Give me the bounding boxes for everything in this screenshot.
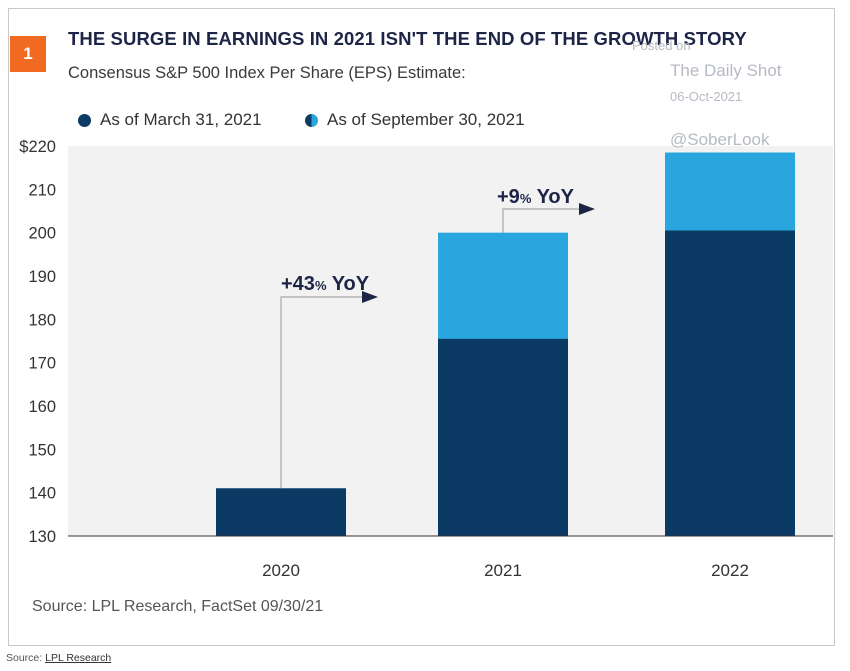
growth-connector-line (280, 296, 366, 489)
y-tick-label: 170 (28, 355, 56, 373)
footnote: Source: LPL Research (6, 652, 111, 664)
x-tick-label: 2022 (711, 561, 749, 580)
y-tick-label: 180 (28, 311, 56, 329)
bar-march-2020 (216, 488, 346, 536)
x-tick-label: 2020 (262, 561, 300, 580)
y-tick-label: 200 (28, 225, 56, 243)
y-tick-label: $220 (19, 138, 56, 156)
source-note: Source: LPL Research, FactSet 09/30/21 (32, 598, 324, 615)
watermark-posted: Posted on (632, 38, 691, 53)
y-tick-label: 150 (28, 441, 56, 459)
growth-arrow-head (579, 203, 595, 215)
legend-item-september: As of September 30, 2021 (305, 110, 525, 130)
y-tick-label: 140 (28, 485, 56, 503)
legend-item-march: As of March 31, 2021 (78, 110, 262, 130)
bar-march-2022 (665, 230, 795, 536)
chart-title: THE SURGE IN EARNINGS IN 2021 ISN'T THE … (68, 28, 747, 49)
chart-subtitle: Consensus S&P 500 Index Per Share (EPS) … (68, 64, 466, 82)
footnote-link[interactable]: LPL Research (45, 652, 112, 664)
watermark-date: 06-Oct-2021 (670, 89, 743, 104)
growth-annotation: +9% YoY (497, 186, 575, 208)
growth-connector-line (502, 208, 583, 233)
footnote-prefix: Source: (6, 652, 46, 664)
y-tick-label: 190 (28, 268, 56, 286)
y-tick-label: 130 (28, 528, 56, 546)
legend-label-march: As of March 31, 2021 (100, 110, 262, 129)
y-tick-label: 210 (28, 181, 56, 199)
y-tick-label: 160 (28, 398, 56, 416)
bar-march-2021 (438, 338, 568, 536)
growth-arrow-head (362, 291, 378, 303)
legend-label-september: As of September 30, 2021 (327, 110, 525, 129)
watermark-daily-shot: The Daily Shot (670, 61, 782, 80)
x-tick-label: 2021 (484, 561, 522, 580)
growth-annotation: +43% YoY (281, 273, 370, 295)
figure-number-badge: 1 (10, 36, 46, 72)
legend-swatch-split (305, 113, 318, 127)
legend-swatch-dark (78, 113, 91, 127)
watermark-handle: @SoberLook (670, 130, 770, 149)
